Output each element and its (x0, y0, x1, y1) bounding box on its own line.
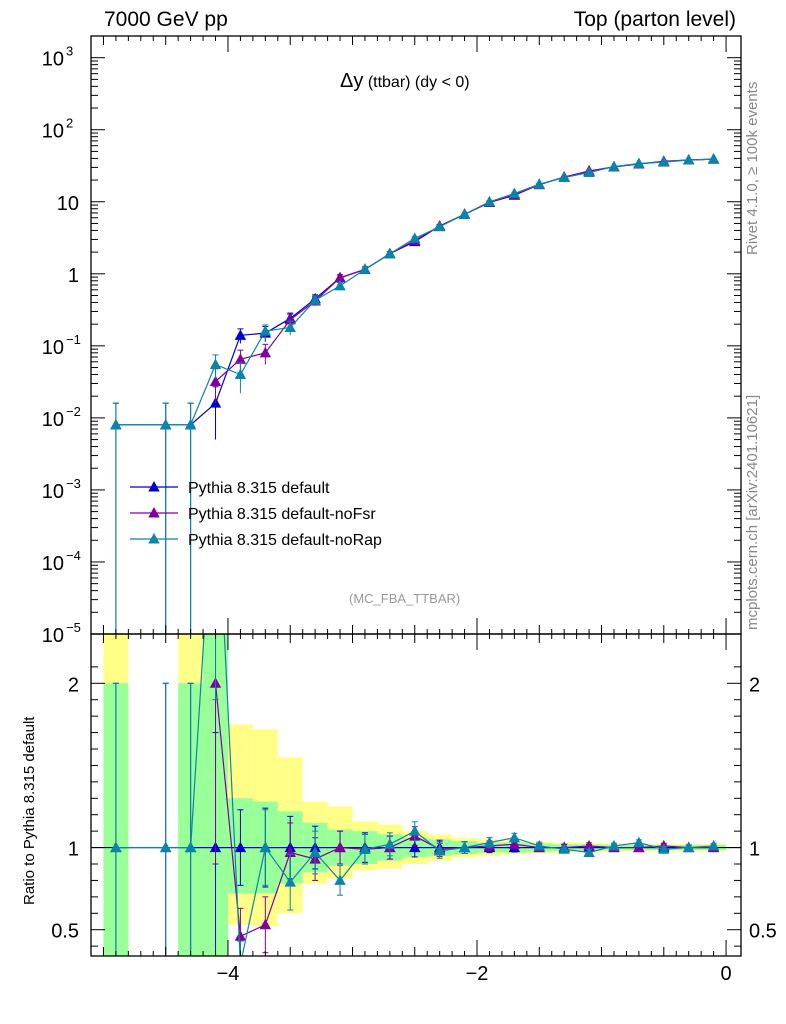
data-point (707, 153, 720, 164)
y-tick-label: 10 (42, 337, 64, 359)
ratio-y-tick-label: 1 (68, 839, 79, 861)
data-point (259, 325, 272, 336)
legend-entry: Pythia 8.315 default (188, 480, 330, 497)
ratio-point (234, 841, 247, 853)
ratio-y-tick-label-right: 1 (749, 839, 760, 861)
data-point (234, 329, 247, 340)
ratio-point (384, 838, 396, 849)
ratio-point (633, 836, 645, 848)
data-point (160, 418, 172, 430)
legend-entry: Pythia 8.315 default-noRap (188, 532, 382, 549)
y-tick-exponent: −4 (66, 548, 81, 563)
ratio-axis-label: Ratio to Pythia 8.315 default (21, 716, 38, 905)
ratio-y-tick-label-right: 2 (749, 674, 760, 696)
series-line (115, 158, 714, 426)
y-tick-exponent: −3 (66, 476, 81, 491)
y-tick-exponent: −1 (66, 332, 81, 347)
x-tick-label: −2 (466, 963, 489, 985)
ratio-point (608, 839, 620, 851)
ratio-point (160, 841, 172, 853)
ratio-point (210, 447, 221, 458)
data-point (583, 166, 595, 177)
ratio-point (508, 831, 521, 843)
ratio-panel-series (91, 447, 741, 956)
data-point (608, 160, 620, 172)
data-point (508, 187, 521, 199)
data-point (533, 178, 545, 189)
y-tick-exponent: −2 (66, 404, 81, 419)
y-tick-label: 10 (42, 625, 64, 647)
y-tick-label: 1 (68, 265, 79, 287)
legend-marker (148, 533, 160, 544)
data-point (683, 153, 695, 165)
ratio-point (110, 841, 122, 853)
x-tick-label: 0 (720, 963, 731, 985)
y-tick-exponent: 2 (66, 116, 73, 131)
rivet-label: Rivet 4.1.0, ≥ 100k events (744, 81, 761, 255)
data-point (558, 171, 570, 183)
legend-marker (148, 507, 160, 518)
y-tick-label: 10 (42, 553, 64, 575)
ratio-frame (90, 633, 742, 957)
process-label: Top (parton level) (573, 8, 736, 31)
y-tick-label: 10 (42, 121, 64, 143)
energy-label: 7000 GeV pp (104, 8, 228, 31)
data-point (633, 157, 645, 168)
x-tick-label: −4 (217, 963, 240, 985)
y-tick-exponent: 3 (66, 44, 73, 59)
ratio-point (458, 841, 471, 853)
legend: Pythia 8.315 default Pythia 8.315 default… (130, 480, 382, 549)
plot-title: Δy (ttbar) (dy < 0) (340, 70, 470, 93)
ratio-point (583, 839, 595, 851)
ratio-point (359, 843, 371, 854)
data-point (433, 220, 446, 232)
ratio-point (483, 836, 496, 848)
y-tick-label: 10 (57, 193, 79, 215)
analysis-name: (MC_FBA_TTBAR) (349, 591, 461, 606)
legend-entry: Pythia 8.315 default-noFsr (188, 506, 376, 523)
ratio-point (683, 841, 695, 853)
y-tick-label: 10 (42, 409, 64, 431)
ratio-series-line (115, 634, 714, 956)
y-tick-label: 10 (42, 49, 64, 71)
ratio-point (658, 843, 670, 854)
legend-marker (148, 481, 160, 492)
data-point (458, 208, 471, 219)
series-line (215, 158, 714, 382)
data-point (658, 156, 670, 167)
data-point (309, 294, 321, 305)
ratio-y-tick-label-right: 0.5 (749, 921, 777, 943)
plot-title-rest: (ttbar) (dy < 0) (367, 74, 470, 91)
ratio-point (558, 843, 570, 854)
data-point (110, 418, 122, 430)
mcplots-label: mcplots.cern.ch [arXiv:2401.10621] (744, 394, 761, 630)
plot-title-symbol: Δy (340, 70, 364, 92)
ratio-y-tick-label: 0.5 (51, 921, 79, 943)
series-line (115, 158, 714, 426)
ratio-uncertainty-bands (103, 634, 727, 956)
data-point (209, 358, 222, 370)
y-tick-label: 10 (42, 481, 64, 503)
ratio-point (409, 841, 421, 853)
ratio-point (583, 846, 595, 857)
ratio-y-tick-label: 2 (68, 674, 79, 696)
ratio-point (533, 839, 545, 851)
y-tick-exponent: −5 (66, 620, 81, 635)
ratio-point (707, 839, 720, 851)
ratio-point (508, 838, 521, 849)
main-panel-series (110, 153, 720, 634)
